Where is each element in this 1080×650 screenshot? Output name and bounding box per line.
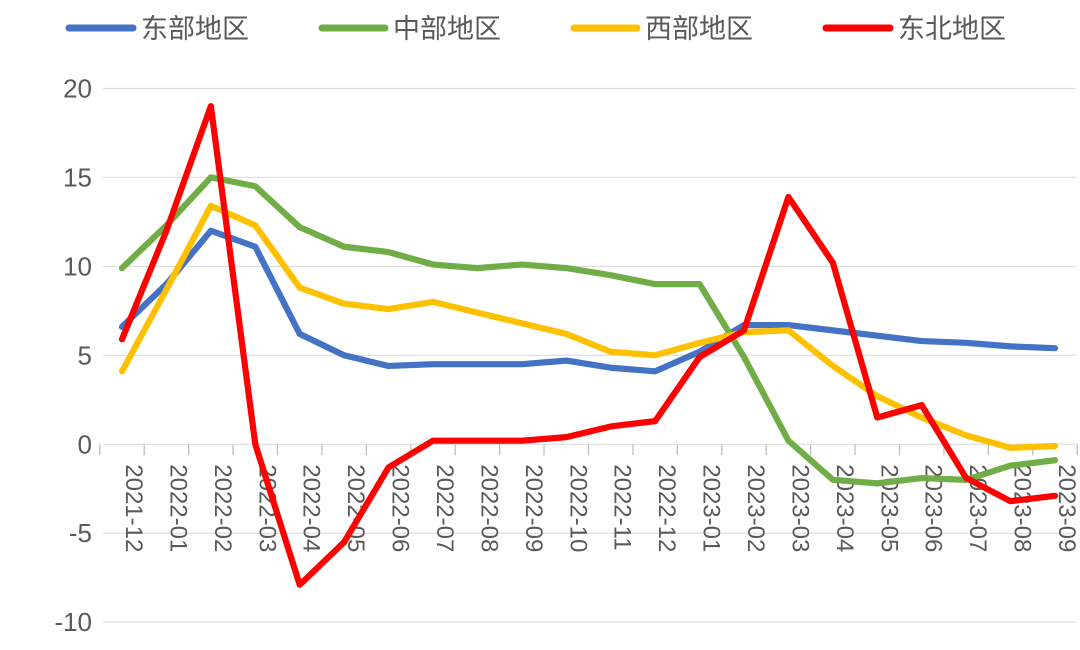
svg-text:2022-06: 2022-06 — [387, 464, 414, 552]
svg-text:2023-09: 2023-09 — [1053, 464, 1080, 552]
svg-text:2022-01: 2022-01 — [164, 464, 191, 552]
svg-text:2022-10: 2022-10 — [564, 464, 591, 552]
svg-text:西部地区: 西部地区 — [645, 14, 753, 44]
svg-text:中部地区: 中部地区 — [393, 14, 501, 44]
svg-text:东北地区: 东北地区 — [898, 14, 1006, 44]
svg-text:2022-09: 2022-09 — [520, 464, 547, 552]
svg-text:2023-05: 2023-05 — [875, 464, 902, 552]
svg-text:0: 0 — [78, 429, 92, 459]
svg-text:2022-04: 2022-04 — [298, 464, 325, 552]
svg-text:2022-11: 2022-11 — [609, 464, 636, 550]
svg-text:2023-03: 2023-03 — [786, 464, 813, 552]
svg-text:2023-01: 2023-01 — [698, 464, 725, 552]
svg-text:2021-12: 2021-12 — [120, 464, 147, 552]
svg-text:15: 15 — [63, 162, 92, 192]
svg-text:东部地区: 东部地区 — [141, 14, 249, 44]
svg-text:10: 10 — [63, 251, 92, 281]
svg-text:20: 20 — [63, 73, 92, 103]
svg-text:2022-12: 2022-12 — [653, 464, 680, 552]
svg-text:5: 5 — [78, 340, 92, 370]
svg-text:2022-02: 2022-02 — [209, 464, 236, 552]
svg-text:-5: -5 — [69, 518, 92, 548]
svg-text:2022-08: 2022-08 — [475, 464, 502, 552]
svg-text:2023-02: 2023-02 — [742, 464, 769, 552]
svg-text:2022-07: 2022-07 — [431, 464, 458, 552]
svg-text:-10: -10 — [54, 607, 92, 637]
svg-text:2023-08: 2023-08 — [1009, 464, 1036, 552]
